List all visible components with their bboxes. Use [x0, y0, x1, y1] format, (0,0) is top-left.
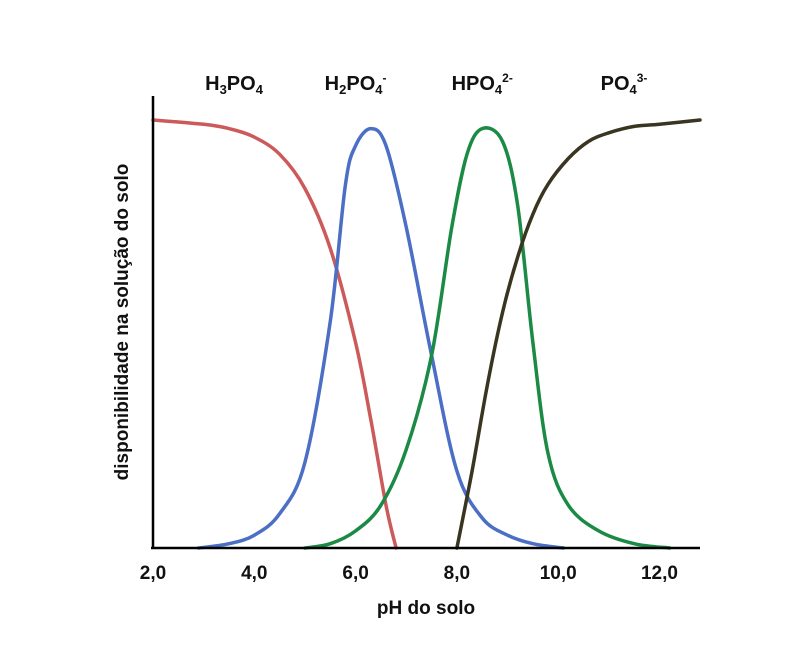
- x-tick-label: 12,0: [641, 563, 678, 584]
- species-label-2: HPO42-: [452, 71, 513, 97]
- species-label-3: PO43-: [601, 71, 648, 97]
- species-label-0: H3PO4: [205, 73, 264, 97]
- x-tick-label: 4,0: [241, 563, 267, 584]
- x-tick-label: 10,0: [540, 563, 577, 584]
- series-line-0: [151, 118, 398, 550]
- species-label-1: H2PO4-: [325, 71, 387, 97]
- y-axis-title: disponibilidade na solução do solo: [112, 164, 133, 481]
- x-tick-label: 8,0: [444, 563, 470, 584]
- x-tick-label: 6,0: [342, 563, 368, 584]
- series-line-2: [303, 126, 672, 550]
- x-tick-label: 2,0: [140, 563, 166, 584]
- x-axis-title: pH do solo: [377, 598, 475, 619]
- series-line-3: [455, 118, 702, 550]
- series-curves: [151, 118, 702, 550]
- x-tick-labels: 2,0 4,0 6,0 8,0 10,0 12,0: [140, 563, 678, 584]
- series-line-1: [196, 126, 566, 550]
- species-labels: H3PO4 H2PO4- HPO42- PO43-: [205, 71, 647, 97]
